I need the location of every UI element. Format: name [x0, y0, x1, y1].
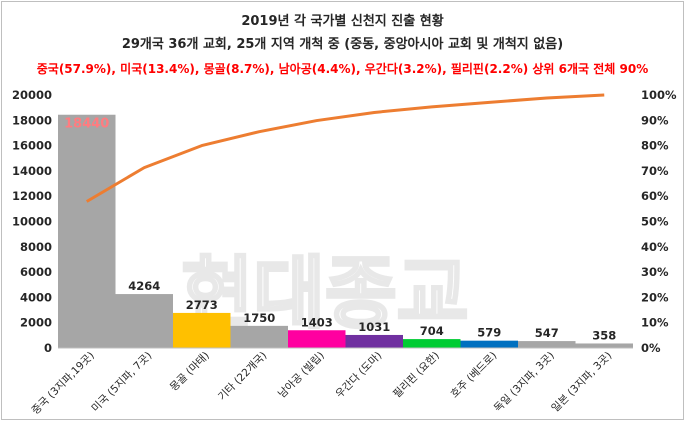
y-tick-label: 12000 — [12, 189, 52, 203]
bar — [575, 343, 633, 348]
y-tick-label: 16000 — [12, 139, 52, 153]
x-tick-label: 독일 (3지파, 3곳) — [491, 349, 557, 415]
y2-tick-label: 40% — [641, 240, 669, 254]
chart-highlight-note: 중국(57.9%), 미국(13.4%), 몽골(8.7%), 남아공(4.4%… — [36, 62, 649, 76]
y-tick-label: 18000 — [12, 113, 52, 127]
y2-tick-label: 50% — [641, 215, 669, 229]
bar — [230, 325, 288, 348]
data-label: 579 — [477, 326, 501, 340]
x-tick-label: 미국 (5지파, 7곳) — [89, 350, 154, 415]
bar — [288, 330, 346, 348]
data-label: 2773 — [186, 298, 218, 312]
data-label: 1403 — [301, 315, 333, 329]
y-tick-label: 2000 — [20, 316, 52, 330]
x-tick-label: 일본 (3지파, 3곳) — [549, 349, 615, 415]
data-label: 1750 — [243, 311, 275, 325]
data-label: 358 — [592, 328, 616, 342]
y-tick-label: 6000 — [20, 265, 52, 279]
data-label: 18440 — [64, 117, 109, 132]
data-label: 547 — [535, 326, 559, 340]
data-label: 1031 — [358, 320, 390, 334]
bar — [460, 340, 518, 348]
x-tick-label: 필리핀 (요한) — [391, 350, 442, 401]
bar — [345, 334, 403, 348]
x-tick-label: 우간다 (도마) — [334, 350, 385, 401]
x-tick-label: 호주 (베드로) — [449, 350, 500, 401]
bar — [58, 114, 116, 348]
chart-title: 2019년 각 국가별 신천지 진출 현황 — [241, 14, 444, 29]
y-tick-label: 14000 — [12, 164, 52, 178]
y2-tick-label: 70% — [641, 164, 669, 178]
y2-tick-label: 10% — [641, 316, 669, 330]
y-tick-label: 20000 — [12, 88, 52, 102]
y2-tick-label: 80% — [641, 139, 669, 153]
chart-subtitle: 29개국 36개 교회, 25개 지역 개척 중 (중동, 중앙아시아 교회 및… — [121, 37, 564, 52]
y-tick-label: 4000 — [20, 290, 52, 304]
bar — [403, 339, 461, 348]
y2-tick-label: 30% — [641, 265, 669, 279]
y-tick-label: 8000 — [20, 240, 52, 254]
bar — [173, 312, 231, 348]
y2-tick-label: 100% — [641, 88, 677, 102]
x-tick-label: 몽골 (마태) — [168, 350, 212, 394]
x-tick-label: 기타 (22개국) — [216, 350, 269, 403]
y-tick-label: 0 — [44, 341, 52, 355]
bar — [518, 341, 576, 348]
x-tick-label: 중국 (3지파,19곳) — [30, 350, 97, 417]
x-tick-label: 남아공 (빌립) — [275, 349, 327, 401]
cumulative-percent-line — [85, 93, 605, 203]
y2-tick-label: 20% — [641, 290, 669, 304]
data-label: 704 — [420, 324, 444, 338]
y2-tick-label: 60% — [641, 189, 669, 203]
y-tick-label: 10000 — [12, 215, 52, 229]
data-label: 4264 — [128, 279, 160, 293]
bar — [115, 294, 173, 348]
y2-tick-label: 90% — [641, 113, 669, 127]
y2-tick-label: 0% — [641, 341, 661, 355]
